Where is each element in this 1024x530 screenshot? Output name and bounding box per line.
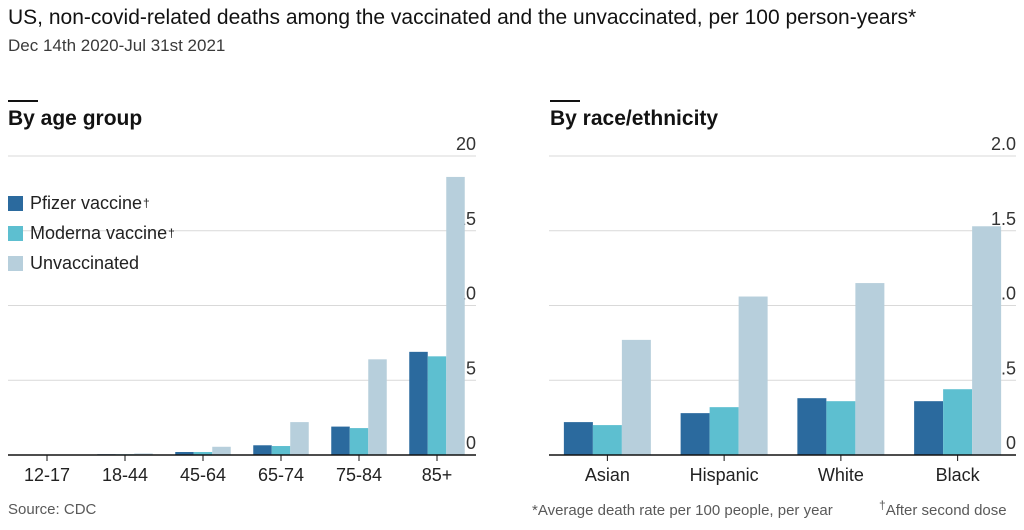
age-bar-pfizer: [253, 445, 272, 455]
age-bar-unvaccinated: [368, 359, 387, 455]
panel-left-rule: [8, 100, 38, 102]
legend-label-pfizer: Pfizer vaccine: [30, 192, 143, 213]
age-bar-unvaccinated: [290, 422, 309, 455]
legend-swatch-moderna: [8, 225, 23, 241]
race-bar-unvaccinated: [855, 283, 885, 455]
race-xtick-label: White: [818, 465, 864, 485]
age-bar-unvaccinated: [446, 176, 465, 455]
race-bar-moderna: [826, 401, 856, 455]
age-xtick-label: 45-64: [180, 465, 226, 485]
footnote-dagger: †: [879, 498, 886, 512]
footnote-dose: †After second dose: [878, 499, 1007, 519]
chart-subtitle: Dec 14th 2020-Jul 31st 2021: [8, 36, 226, 55]
legend-item-moderna: Moderna vaccine †: [8, 218, 175, 248]
race-bar-moderna: [709, 407, 739, 455]
age-bar-moderna: [427, 356, 447, 455]
legend-swatch-pfizer: [8, 195, 23, 211]
source-note: Source: CDC: [8, 501, 97, 518]
age-ytick-label: 0: [466, 433, 476, 453]
race-bar-moderna: [943, 389, 973, 455]
race-xtick-label: Asian: [585, 465, 630, 485]
age-xtick-label: 12-17: [24, 465, 70, 485]
race-bar-unvaccinated: [972, 226, 1002, 455]
age-ytick-label: 20: [456, 134, 476, 154]
footnote-rate: *Average death rate per 100 people, per …: [532, 502, 833, 519]
panel-right-rule: [550, 100, 580, 102]
race-ytick-label: 0: [1006, 433, 1016, 453]
legend: Pfizer vaccine † Moderna vaccine † Unvac…: [8, 188, 175, 278]
race-xtick-label: Black: [936, 465, 981, 485]
age-xtick-label: 75-84: [336, 465, 382, 485]
race-bar-moderna: [592, 425, 622, 455]
race-bar-pfizer: [797, 398, 827, 455]
age-bar-unvaccinated: [212, 446, 231, 455]
legend-item-unvaccinated: Unvaccinated: [8, 248, 175, 278]
panel-left-title: By age group: [8, 107, 143, 130]
legend-item-pfizer: Pfizer vaccine †: [8, 188, 175, 218]
age-bar-moderna: [349, 428, 369, 455]
race-xtick-label: Hispanic: [690, 465, 759, 485]
age-bar-moderna: [193, 452, 213, 455]
legend-label-unvaccinated: Unvaccinated: [30, 252, 140, 273]
legend-swatch-unvaccinated: [8, 255, 23, 271]
age-bar-pfizer: [409, 351, 428, 455]
age-bar-pfizer: [331, 426, 350, 455]
age-ytick-label: 5: [466, 358, 476, 378]
age-bar-pfizer: [175, 452, 194, 455]
race-ytick-label: 2.0: [991, 134, 1016, 154]
race-bar-pfizer: [680, 413, 710, 455]
footnote-dose-text: After second dose: [885, 502, 1007, 519]
age-xtick-label: 85+: [422, 465, 453, 485]
chart-title: US, non-covid-related deaths among the v…: [8, 6, 917, 29]
race-bar-unvaccinated: [738, 296, 768, 455]
age-xtick-label: 65-74: [258, 465, 304, 485]
race-bar-unvaccinated: [621, 339, 651, 455]
race-ytick-label: 1.5: [991, 209, 1016, 229]
age-xtick-label: 18-44: [102, 465, 148, 485]
age-bar-moderna: [271, 446, 291, 455]
legend-label-moderna: Moderna vaccine: [30, 222, 168, 243]
race-bar-pfizer: [563, 422, 593, 455]
panel-right-title: By race/ethnicity: [550, 107, 719, 130]
race-bar-pfizer: [914, 401, 944, 455]
